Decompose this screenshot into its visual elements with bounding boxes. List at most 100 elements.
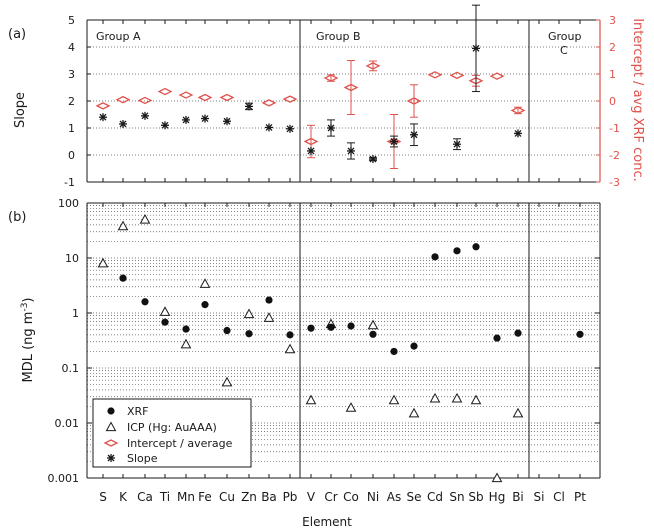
legend-label: Intercept / average — [127, 437, 233, 450]
x-axis-title: Element — [302, 515, 352, 529]
y-tick-label: 0.001 — [48, 472, 80, 485]
slope-marker — [410, 130, 418, 139]
x-tick-label: S — [99, 490, 107, 504]
icp-marker — [221, 376, 233, 387]
x-tick-label: As — [387, 490, 401, 504]
xrf-marker — [119, 274, 127, 282]
intercept-marker — [178, 91, 194, 99]
intercept-marker — [343, 83, 359, 92]
slope-marker — [453, 140, 461, 149]
y2-tick-label: -2 — [609, 149, 620, 162]
legend-slope-marker — [107, 454, 115, 462]
x-tick-label: Pt — [574, 490, 586, 504]
intercept-marker — [406, 97, 422, 105]
xrf-marker — [307, 324, 315, 332]
x-tick-label: Sb — [468, 490, 483, 504]
intercept-marker — [137, 96, 153, 105]
icp-marker — [388, 394, 400, 405]
slope-marker — [472, 44, 480, 53]
icp-marker — [199, 278, 211, 288]
icp-marker — [451, 392, 463, 403]
intercept-marker — [427, 71, 443, 79]
y2-axis-title: Intercept / avg XRF conc. — [630, 18, 645, 182]
y2-tick-label: 1 — [609, 68, 616, 81]
x-tick-label: Ti — [159, 490, 170, 504]
y-tick-label: 1 — [72, 307, 79, 320]
x-tick-label: Zn — [241, 490, 257, 504]
slope-marker — [390, 137, 398, 146]
slope-marker — [161, 121, 169, 130]
intercept-marker — [219, 93, 235, 102]
y2-tick-label: 2 — [609, 41, 616, 54]
group-label: C — [560, 44, 568, 57]
icp-marker — [117, 220, 129, 231]
intercept-marker — [365, 62, 381, 70]
slope-marker — [245, 102, 253, 111]
icp-marker — [97, 257, 109, 268]
icp-marker — [408, 407, 420, 418]
xrf-marker — [493, 334, 501, 342]
x-tick-label: Cr — [324, 490, 337, 504]
icp-marker — [263, 312, 275, 322]
xrf-marker — [223, 326, 231, 335]
x-tick-label: Co — [343, 490, 359, 504]
slope-marker — [223, 117, 231, 126]
x-tick-label: Se — [407, 490, 422, 504]
slope-marker — [265, 123, 273, 132]
icp-marker — [345, 402, 357, 412]
legend-box — [92, 398, 252, 468]
xrf-marker — [201, 301, 209, 309]
x-tick-label: Si — [534, 490, 545, 504]
slope-marker — [99, 113, 107, 122]
xrf-marker — [161, 318, 169, 326]
group-label: Group A — [96, 30, 141, 43]
intercept-errorbar — [410, 84, 418, 118]
y-tick-label: 10 — [65, 252, 79, 265]
y-tick-label: -1 — [64, 176, 75, 189]
x-tick-label: Ni — [367, 490, 379, 504]
slope-marker — [307, 146, 315, 155]
x-tick-label: Cl — [553, 490, 565, 504]
icp-marker — [491, 472, 503, 483]
x-tick-label: Hg — [489, 490, 506, 504]
y-tick-label: 2 — [68, 95, 75, 108]
icp-marker — [180, 338, 192, 349]
y2-tick-label: 0 — [609, 95, 616, 108]
y-tick-label: 0.01 — [55, 417, 80, 430]
intercept-marker — [449, 71, 465, 80]
slope-marker — [141, 111, 149, 120]
x-tick-label: Cd — [427, 490, 443, 504]
x-tick-label: V — [307, 490, 316, 504]
intercept-marker — [197, 93, 213, 102]
y-tick-label: 5 — [68, 14, 75, 27]
x-tick-label: Ca — [137, 490, 153, 504]
xrf-marker — [327, 323, 335, 331]
xrf-marker — [265, 296, 273, 304]
slope-marker — [286, 124, 294, 133]
xrf-marker — [472, 243, 480, 251]
icp-marker — [139, 214, 151, 224]
y-tick-label: 0.1 — [62, 362, 80, 375]
xrf-marker — [514, 329, 522, 337]
xrf-marker — [390, 347, 398, 356]
panel-b: 0.001 0.01 0.1 1 10 100 S K Ca Ti Mn Fe Cu Zn Ba Pb V Cr C… — [8, 197, 601, 529]
y2-tick-label: 3 — [609, 14, 616, 27]
y-tick-label: 0 — [68, 149, 75, 162]
xrf-marker — [576, 330, 584, 338]
intercept-marker — [261, 99, 277, 107]
slope-marker — [347, 146, 355, 155]
xrf-marker — [347, 322, 355, 330]
xrf-marker — [245, 330, 253, 338]
group-label: Group B — [316, 30, 361, 43]
panel-label: (b) — [8, 210, 26, 225]
xrf-marker — [410, 342, 418, 350]
slope-marker — [201, 114, 209, 123]
xrf-marker — [453, 247, 461, 255]
y-tick-label: 1 — [68, 122, 75, 135]
xrf-marker — [369, 330, 377, 338]
intercept-marker — [489, 72, 505, 80]
icp-marker — [305, 394, 317, 405]
slope-marker — [514, 129, 522, 138]
xrf-marker — [431, 253, 439, 261]
